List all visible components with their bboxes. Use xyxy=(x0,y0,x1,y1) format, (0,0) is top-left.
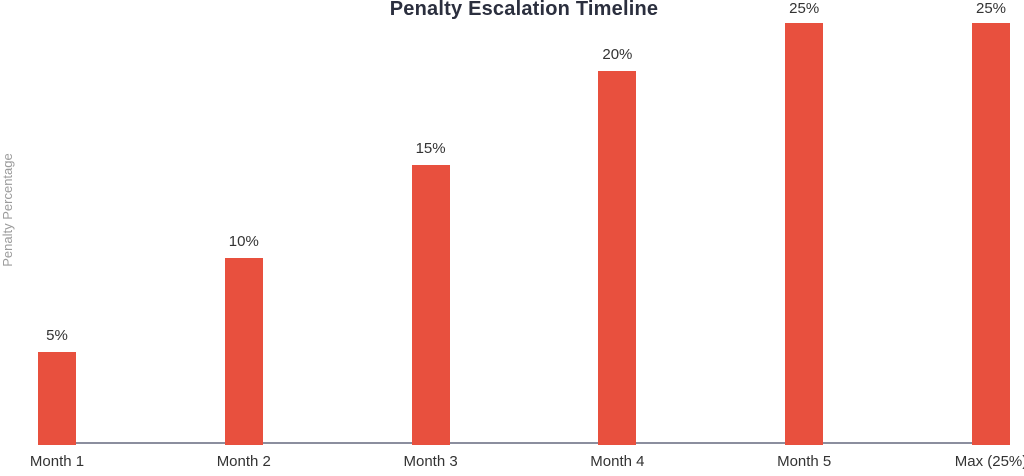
x-tick-label: Month 4 xyxy=(590,453,645,470)
bar xyxy=(598,71,637,445)
bar xyxy=(38,351,76,445)
y-axis-label: Penalty Percentage xyxy=(0,153,15,267)
x-axis-line xyxy=(57,442,991,444)
x-tick-label: Max (25%) xyxy=(954,453,1024,470)
bar-value-label: 25% xyxy=(789,0,820,17)
x-tick-label: Month 5 xyxy=(777,453,832,470)
bar-value-label: 25% xyxy=(975,0,1007,17)
bar-value-label: 10% xyxy=(228,233,259,250)
bar-value-label: 20% xyxy=(602,46,633,63)
x-tick-label: Month 3 xyxy=(403,453,458,470)
x-tick-label: Month 2 xyxy=(216,453,271,470)
bar xyxy=(785,23,824,445)
chart-title: Penalty Escalation Timeline xyxy=(389,0,659,20)
bar xyxy=(411,164,450,445)
bar xyxy=(224,258,263,445)
x-tick-label: Month 1 xyxy=(29,453,85,470)
bar-value-label: 15% xyxy=(415,139,446,157)
bar-value-label: 5% xyxy=(46,326,68,344)
bar xyxy=(972,23,1010,445)
